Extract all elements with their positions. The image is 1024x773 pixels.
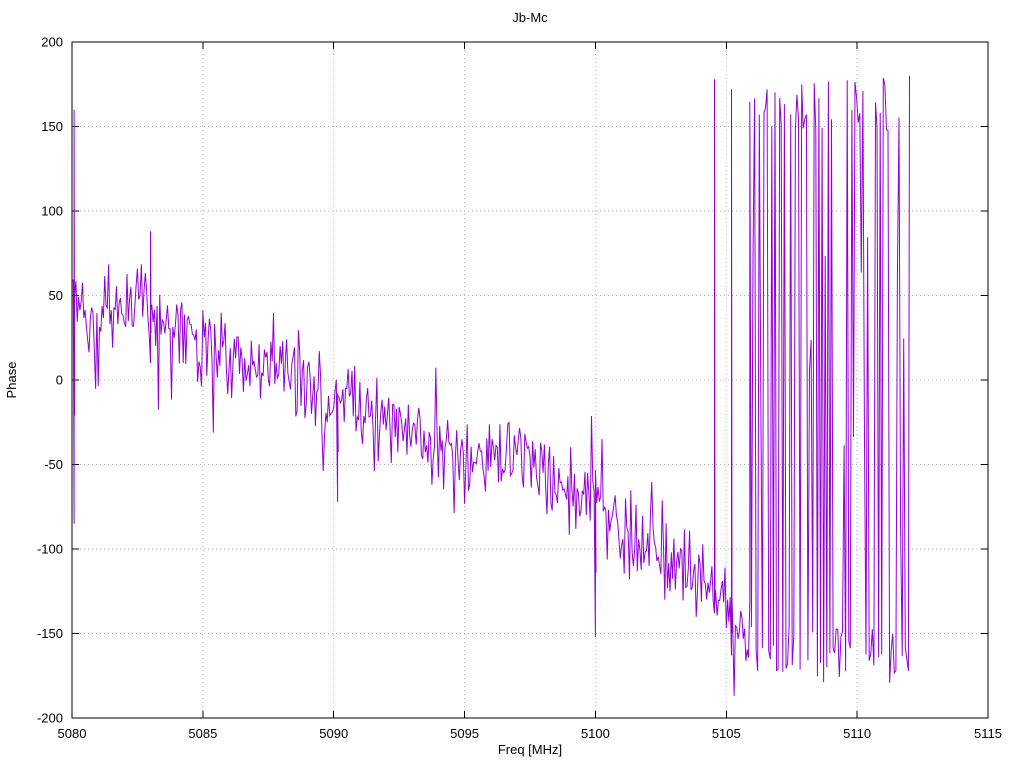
x-tick-label: 5090	[319, 726, 348, 741]
phase-series-line	[71, 75, 910, 696]
x-tick-label: 5110	[843, 726, 871, 741]
y-tick-label: 200	[41, 35, 63, 50]
y-tick-label: 150	[41, 119, 63, 134]
x-tick-label: 5085	[188, 726, 217, 741]
x-tick-label: 5115	[974, 726, 1002, 741]
plot-frame	[71, 41, 989, 719]
y-tick-label: -200	[37, 711, 63, 726]
y-tick-label: 50	[49, 288, 63, 303]
chart-title: Jb-Mc	[512, 10, 548, 25]
y-tick-label: -150	[37, 626, 63, 641]
x-tick-label: 5100	[581, 726, 610, 741]
y-axis-label: Phase	[4, 362, 19, 399]
x-tick-label: 5080	[58, 726, 87, 741]
plot-border	[71, 41, 989, 719]
x-tick-label: 5095	[450, 726, 479, 741]
tick-labels: 5080 5085 5090 5095 5100 5105 5110 5115 -200 -150…	[37, 35, 1002, 742]
y-tick-label: -50	[44, 457, 63, 472]
y-tick-label: -100	[37, 542, 63, 557]
x-axis-label: Freq [MHz]	[498, 742, 562, 757]
y-tick-label: 100	[41, 204, 63, 219]
grid-lines	[72, 42, 988, 718]
y-tick-label: 0	[56, 373, 63, 388]
x-tick-label: 5105	[712, 726, 741, 741]
